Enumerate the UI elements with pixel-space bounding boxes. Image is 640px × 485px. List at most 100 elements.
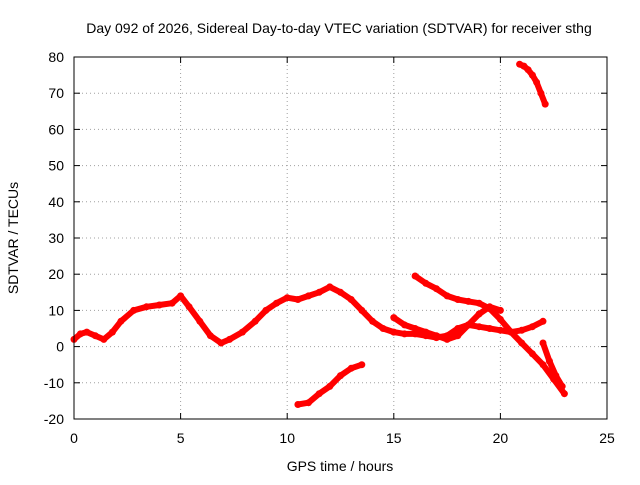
y-tick-label: 70 <box>48 85 64 101</box>
y-tick-label: 40 <box>48 194 64 210</box>
data-point <box>294 296 302 303</box>
data-point <box>475 310 483 318</box>
data-point <box>262 306 270 314</box>
data-point <box>496 315 504 323</box>
data-point <box>294 401 302 408</box>
data-point <box>226 335 234 343</box>
series-track-6 <box>516 61 549 108</box>
data-point <box>196 317 204 325</box>
data-point <box>475 323 483 331</box>
data-point <box>379 325 387 332</box>
grid <box>74 57 607 419</box>
data-point <box>507 328 515 336</box>
data-point <box>358 306 366 314</box>
data-point <box>454 332 462 340</box>
y-tick-label: -10 <box>44 375 64 391</box>
data-point <box>528 71 536 79</box>
data-point <box>475 299 483 307</box>
chart-title: Day 092 of 2026, Sidereal Day-to-day VTE… <box>86 20 592 36</box>
data-point <box>369 317 376 325</box>
x-tick-label: 0 <box>70 430 78 446</box>
data-point <box>524 66 532 74</box>
data-point <box>464 321 472 329</box>
data-point <box>541 100 549 108</box>
x-tick-label: 25 <box>599 430 615 446</box>
plot-frame <box>73 56 608 420</box>
y-tick-label: 60 <box>48 121 64 137</box>
data-point <box>337 288 344 296</box>
y-tick-label: 80 <box>48 49 64 65</box>
data-point <box>496 306 504 314</box>
data-point <box>432 332 440 340</box>
data-point <box>533 78 541 86</box>
data-point <box>432 285 440 293</box>
axis-ticks: 0 5 10 15 20 25 -20 -10 0 10 20 30 40 50 60 70 80 <box>44 49 615 446</box>
data-point <box>83 328 91 336</box>
series-track-5 <box>540 340 566 390</box>
y-tick-label: 0 <box>56 339 64 355</box>
data-point <box>108 328 116 336</box>
x-axis-label: GPS time / hours <box>287 458 394 474</box>
data-point <box>539 361 547 369</box>
data-point <box>486 325 494 332</box>
data-point <box>217 339 225 347</box>
data-point <box>518 339 526 347</box>
data-point <box>117 317 125 325</box>
data-point <box>528 323 536 331</box>
x-tick-label: 5 <box>177 430 185 446</box>
data-point <box>100 335 108 343</box>
data-point <box>464 297 472 305</box>
data-point <box>401 330 408 338</box>
y-tick-label: 10 <box>48 302 64 318</box>
y-tick-label: 50 <box>48 158 64 174</box>
data-point <box>552 372 560 380</box>
data-point <box>390 314 398 322</box>
data-point <box>168 299 176 307</box>
data-point <box>283 294 291 302</box>
data-point <box>130 306 138 314</box>
data-point <box>443 292 451 300</box>
data-point <box>347 296 355 303</box>
data-point <box>315 288 323 296</box>
data-point <box>422 279 430 287</box>
y-axis-label: SDTVAR / TECUs <box>5 182 21 294</box>
data-point <box>305 292 312 300</box>
data-point <box>305 399 312 407</box>
data-point <box>206 332 214 340</box>
data-point <box>422 328 430 336</box>
data-point <box>411 325 419 332</box>
data-point <box>528 350 536 358</box>
data-point <box>177 292 185 300</box>
data-point <box>326 382 334 390</box>
data-point <box>326 283 334 291</box>
data-point <box>401 321 408 329</box>
data-point <box>76 330 84 338</box>
data-point <box>411 272 419 280</box>
data-series <box>70 60 568 408</box>
data-point <box>558 382 566 390</box>
data-point <box>537 89 545 97</box>
data-point <box>539 317 547 325</box>
y-tick-label: -20 <box>44 411 64 427</box>
x-tick-label: 15 <box>386 430 402 446</box>
data-point <box>486 303 494 311</box>
data-point <box>155 301 163 309</box>
data-point <box>454 296 462 303</box>
data-point <box>496 326 504 334</box>
data-point <box>347 364 355 372</box>
y-tick-label: 20 <box>48 266 64 282</box>
data-point <box>518 326 526 334</box>
data-point <box>443 335 451 343</box>
data-point <box>273 299 280 307</box>
data-point <box>238 328 246 336</box>
data-point <box>91 332 99 340</box>
data-point <box>143 303 150 311</box>
data-point <box>185 303 193 311</box>
x-tick-label: 20 <box>493 430 509 446</box>
data-point <box>539 339 547 347</box>
data-point <box>545 357 553 365</box>
data-point <box>390 328 398 336</box>
data-point <box>560 390 568 398</box>
